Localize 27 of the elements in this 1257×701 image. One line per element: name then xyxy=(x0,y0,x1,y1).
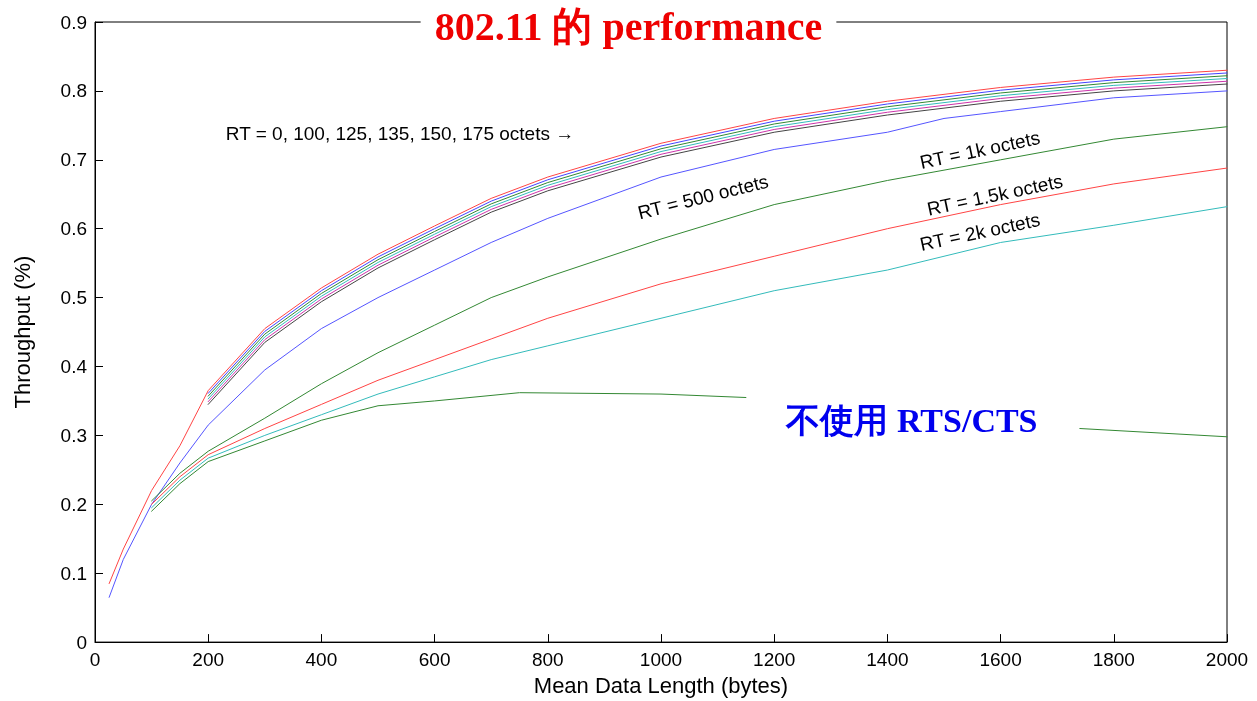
y-tick-label: 0 xyxy=(76,631,87,653)
x-axis-title: Mean Data Length (bytes) xyxy=(533,672,789,698)
annotation: RT = 1k octets xyxy=(918,127,1042,173)
x-tick-label: 1000 xyxy=(639,649,683,671)
x-tick-label: 400 xyxy=(305,649,338,671)
x-tick-label: 800 xyxy=(531,649,564,671)
y-tick-label: 0.6 xyxy=(60,218,87,240)
annotation: 不使用 RTS/CTS xyxy=(785,401,1038,439)
y-tick-label: 0.9 xyxy=(60,11,87,33)
chart-title: 802.11 的 performance xyxy=(434,3,823,49)
y-tick-label: 0.7 xyxy=(60,149,87,171)
x-tick-label: 1200 xyxy=(753,649,796,671)
x-tick-label: 2000 xyxy=(1205,649,1249,671)
y-tick-label: 0.8 xyxy=(60,80,87,102)
x-tick-label: 1400 xyxy=(866,649,909,671)
y-tick-label: 0.3 xyxy=(60,424,87,446)
annotation: RT = 0, 100, 125, 135, 150, 175 octets → xyxy=(225,122,575,144)
x-tick-label: 200 xyxy=(192,649,225,671)
x-tick-label: 1600 xyxy=(979,649,1022,671)
annotation: RT = 500 octets xyxy=(635,170,771,224)
y-tick-label: 0.2 xyxy=(60,493,87,515)
x-tick-label: 600 xyxy=(418,649,451,671)
y-tick-label: 0.1 xyxy=(60,562,87,584)
y-tick-label: 0.4 xyxy=(60,356,88,377)
x-tick-label: 1800 xyxy=(1092,649,1135,671)
y-tick-label: 0.5 xyxy=(60,287,87,309)
y-axis-title: Throughput (%) xyxy=(9,255,35,409)
